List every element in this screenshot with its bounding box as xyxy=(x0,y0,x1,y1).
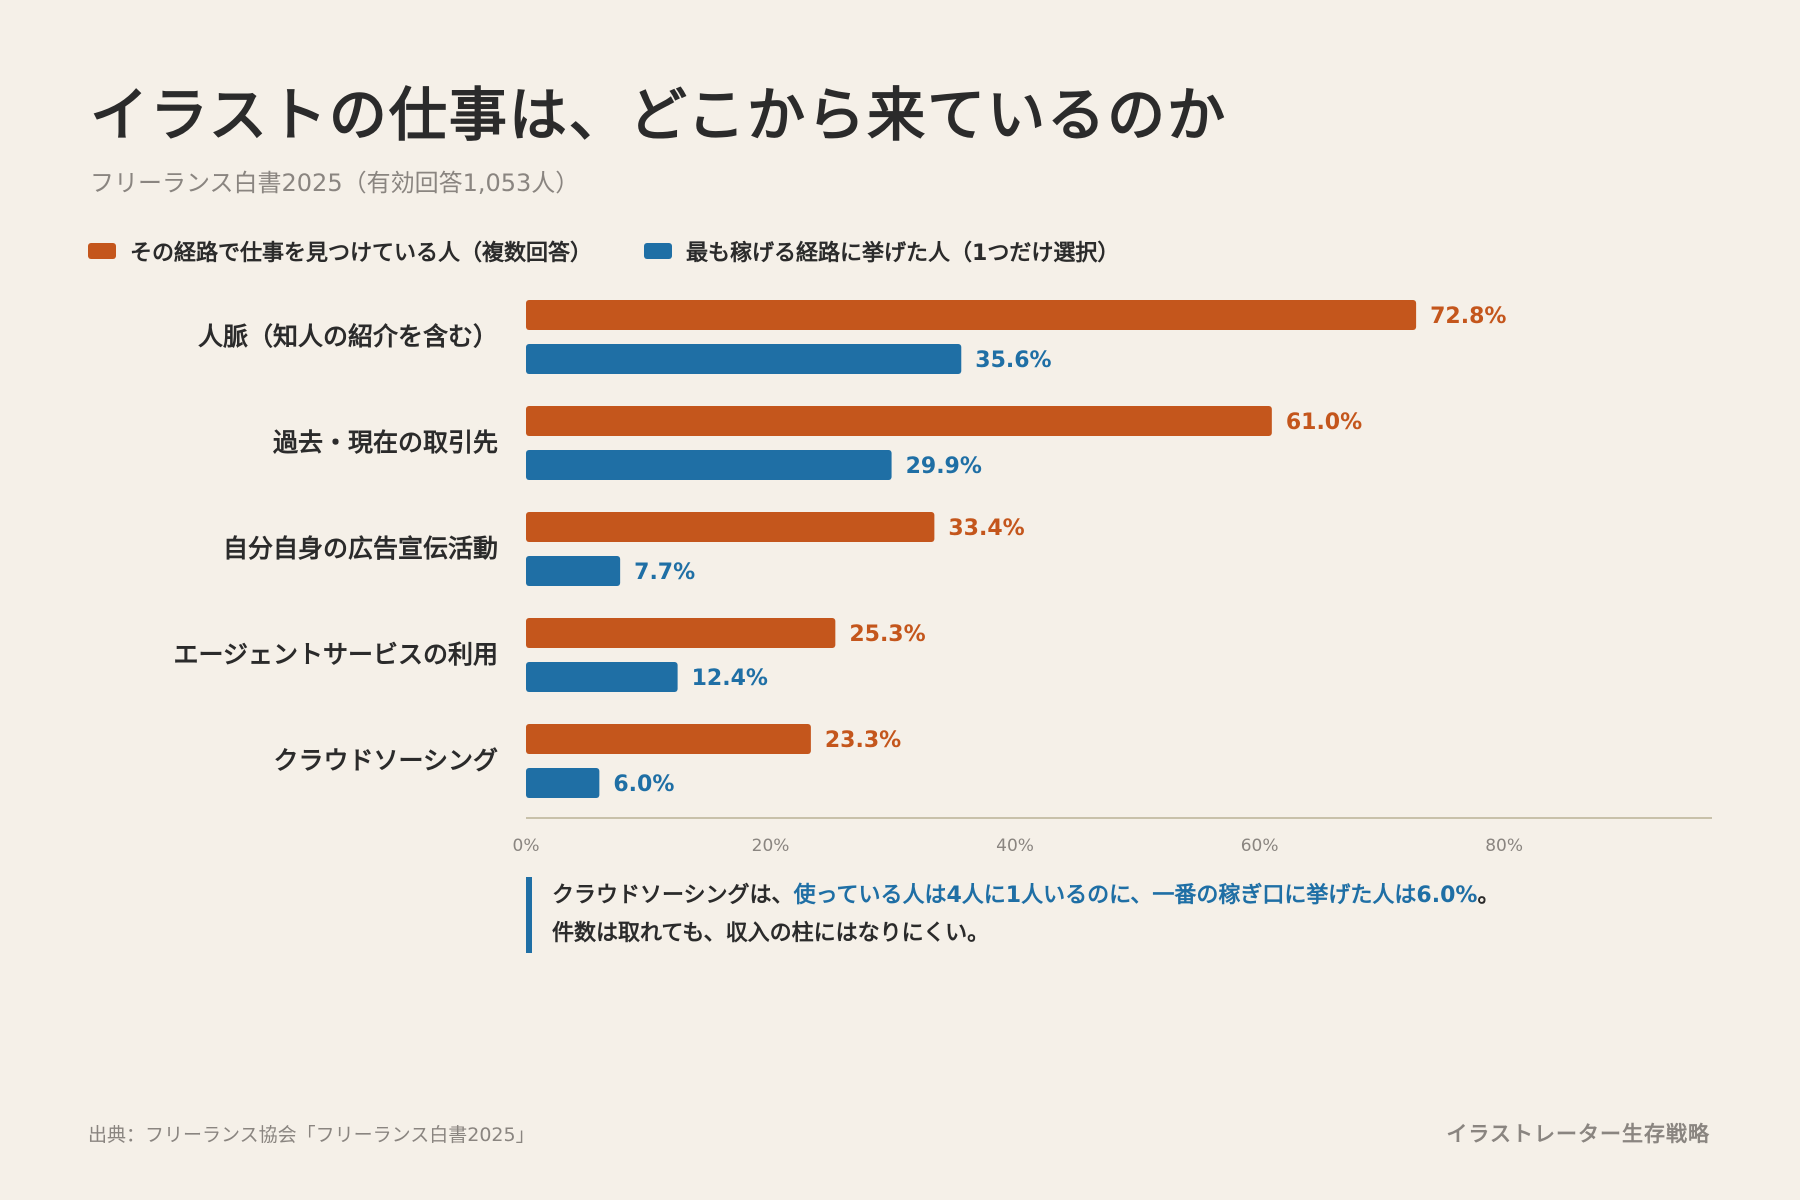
page-title: イラストの仕事は、どこから来ているのか xyxy=(90,81,1228,149)
callout-text-1a: クラウドソーシングは、 xyxy=(552,883,794,908)
bar-series-b xyxy=(526,662,678,692)
data-label-series-b: 6.0% xyxy=(613,772,674,797)
callout-line-2: 件数は取れても、収入の柱にはなりにくい。 xyxy=(552,921,990,946)
bar-series-a xyxy=(526,300,1417,330)
x-tick-label: 20% xyxy=(752,836,790,856)
chart-legend: その経路で仕事を見つけている人（複数回答） 最も稼げる経路に挙げた人（1つだけ選… xyxy=(88,234,1119,268)
bar-series-a xyxy=(526,512,935,542)
data-label-series-a: 61.0% xyxy=(1286,410,1362,435)
data-label-series-a: 23.3% xyxy=(825,728,901,753)
data-label-series-b: 12.4% xyxy=(692,666,768,691)
bar-series-a xyxy=(526,724,811,754)
category-label: クラウドソーシング xyxy=(273,746,498,775)
bar-series-b xyxy=(526,768,600,798)
x-tick-label: 60% xyxy=(1241,836,1279,856)
category-label: 自分自身の広告宣伝活動 xyxy=(223,534,498,563)
legend-item-series-a: その経路で仕事を見つけている人（複数回答） xyxy=(88,235,592,267)
bar-series-a xyxy=(526,406,1272,436)
data-label-series-b: 7.7% xyxy=(634,560,695,585)
source-credit: 出典：フリーランス協会「フリーランス白書2025」 xyxy=(88,1124,535,1146)
category-label: エージェントサービスの利用 xyxy=(173,640,498,669)
data-label-series-b: 35.6% xyxy=(975,348,1051,373)
bar-series-b xyxy=(526,556,621,586)
category-label: 人脈（知人の紹介を含む） xyxy=(198,322,498,351)
data-label-series-b: 29.9% xyxy=(906,454,982,479)
bar-series-b xyxy=(526,344,962,374)
legend-label-series-b: 最も稼げる経路に挙げた人（1つだけ選択） xyxy=(686,241,1120,266)
brand-name: イラストレーター生存戦略 xyxy=(1446,1122,1710,1146)
callout-highlight: 使っている人は4人に1人いるのに、一番の稼ぎ口に挙げた人は6.0% xyxy=(793,883,1478,908)
category-label: 過去・現在の取引先 xyxy=(273,428,498,457)
x-tick-label: 40% xyxy=(996,836,1034,856)
data-label-series-a: 72.8% xyxy=(1430,304,1506,329)
callout-line-1: クラウドソーシングは、使っている人は4人に1人いるのに、一番の稼ぎ口に挙げた人は… xyxy=(552,877,1652,915)
callout-note: クラウドソーシングは、使っている人は4人に1人いるのに、一番の稼ぎ口に挙げた人は… xyxy=(526,877,1652,953)
bar-series-b xyxy=(526,450,892,480)
page-subtitle: フリーランス白書2025（有効回答1,053人） xyxy=(90,169,580,197)
bar-chart: 人脈（知人の紹介を含む） 72.8% 35.6% 過去・現在の取引先 61.0% 29.9… xyxy=(173,300,1712,856)
x-tick-label: 0% xyxy=(513,836,540,856)
bar-series-a xyxy=(526,618,836,648)
legend-swatch-series-a xyxy=(88,243,116,259)
data-label-series-a: 33.4% xyxy=(948,516,1024,541)
legend-swatch-series-b xyxy=(644,243,673,259)
x-tick-label: 80% xyxy=(1485,836,1523,856)
callout-text-1c: 。 xyxy=(1477,883,1500,908)
data-label-series-a: 25.3% xyxy=(849,622,925,647)
legend-label-series-a: その経路で仕事を見つけている人（複数回答） xyxy=(130,241,593,266)
legend-item-series-b: 最も稼げる経路に挙げた人（1つだけ選択） xyxy=(644,235,1119,267)
